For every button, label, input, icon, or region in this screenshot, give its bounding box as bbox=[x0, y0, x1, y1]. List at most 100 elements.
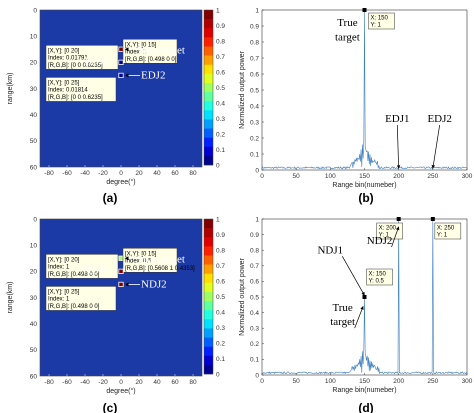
datatip-line: Index: 1 bbox=[48, 297, 70, 303]
line-panel-1: 0 50 100 150 200 250 300 0 0.1 0.2 0.3 0.4 0.5 0.6 0.7… bbox=[239, 7, 473, 189]
colorbar-segment bbox=[204, 37, 213, 47]
x-tick-label: -20 bbox=[98, 170, 108, 177]
panel-label: (c) bbox=[103, 401, 118, 413]
y-tick-label: 0 bbox=[33, 7, 37, 14]
datatip-line: Index: 0.5 bbox=[125, 259, 152, 265]
y-axis-label: Normalized output power bbox=[239, 257, 246, 335]
x-tick-label: 60 bbox=[171, 379, 179, 386]
target-point bbox=[118, 59, 124, 65]
datatip-line: [X,Y]: [0 20] bbox=[48, 48, 80, 54]
annotation-label: EDJ2 bbox=[427, 113, 451, 125]
x-tick-label: -80 bbox=[44, 379, 54, 386]
x-tick-label: 20 bbox=[135, 379, 143, 386]
colorbar-tick-label: 0.4 bbox=[216, 309, 225, 316]
datatip-line: Index: 0.01814 bbox=[48, 88, 88, 94]
colorbar-segment bbox=[204, 64, 213, 75]
colorbar-tick-label: 0.2 bbox=[216, 131, 225, 138]
x-tick-label: 250 bbox=[427, 173, 438, 180]
colorbar-segment bbox=[204, 291, 213, 302]
y-tick-label: 0.9 bbox=[250, 23, 259, 30]
datatip-line: Y: 0.5 bbox=[369, 278, 385, 284]
annotation-label: EDJ1 bbox=[385, 113, 409, 125]
datatip-line: Y: 1 bbox=[379, 232, 390, 238]
annotation-label: target bbox=[335, 31, 360, 43]
y-tick-label: 0.8 bbox=[250, 248, 259, 255]
y-tick-label: 50 bbox=[30, 347, 38, 354]
x-tick-label: 150 bbox=[359, 378, 370, 385]
heatmap-panel-2: -80 -60 -40 -20 0 20 40 60 800102030405060degree… bbox=[7, 216, 225, 395]
x-tick-label: 40 bbox=[153, 170, 161, 177]
colorbar-segment bbox=[204, 310, 213, 320]
y-tick-label: 0.3 bbox=[250, 119, 259, 126]
x-tick-label: 50 bbox=[293, 173, 301, 180]
x-tick-label: 80 bbox=[189, 379, 197, 386]
datatip-line: Y: 1 bbox=[371, 22, 382, 28]
x-tick-label: 50 bbox=[293, 378, 301, 385]
datatip-line: X: 150 bbox=[369, 272, 387, 278]
point-label: True target bbox=[137, 253, 185, 265]
y-tick-label: 1 bbox=[255, 7, 259, 14]
y-tick-label: 0.5 bbox=[250, 87, 259, 94]
colorbar-segment bbox=[204, 255, 213, 265]
y-tick-label: 0.2 bbox=[250, 135, 259, 142]
colorbar-segment bbox=[204, 364, 213, 375]
peak-marker bbox=[430, 217, 435, 221]
colorbar-segment bbox=[204, 264, 213, 275]
y-tick-label: 0.9 bbox=[250, 232, 259, 239]
y-axis-label: Normalized output power bbox=[239, 50, 246, 128]
datatip-line: X: 150 bbox=[371, 16, 389, 22]
y-tick-label: 20 bbox=[30, 269, 38, 276]
y-tick-label: 0.1 bbox=[250, 151, 259, 158]
colorbar-segment bbox=[204, 28, 213, 38]
datatip-line: [X,Y]: [0 25] bbox=[48, 80, 80, 86]
annotation-arrow bbox=[396, 124, 401, 169]
x-axis-label: degree(°) bbox=[106, 178, 135, 186]
annotation-label: NDJ2 bbox=[367, 235, 393, 247]
y-tick-label: 0 bbox=[33, 216, 37, 223]
colorbar-segment bbox=[204, 219, 213, 229]
datatip-line: Index: 0.01791 bbox=[48, 56, 88, 62]
target-point bbox=[118, 72, 124, 79]
colorbar-tick-label: 0.4 bbox=[216, 100, 225, 107]
x-tick-label: 300 bbox=[462, 378, 473, 385]
y-tick-label: 0 bbox=[255, 167, 259, 174]
colorbar-segment bbox=[204, 237, 213, 247]
y-tick-label: 0.3 bbox=[250, 326, 259, 333]
colorbar-segment bbox=[204, 55, 213, 66]
colorbar-tick-label: 0.8 bbox=[216, 38, 225, 45]
colorbar-tick-label: 0.7 bbox=[216, 263, 225, 270]
target-point bbox=[118, 268, 124, 274]
x-tick-label: 200 bbox=[393, 173, 404, 180]
x-tick-label: 150 bbox=[359, 173, 370, 180]
y-axis-label: range(km) bbox=[7, 73, 14, 105]
y-tick-label: 30 bbox=[30, 295, 38, 302]
x-tick-label: 80 bbox=[189, 170, 197, 177]
target-point bbox=[118, 255, 124, 261]
x-tick-label: -40 bbox=[80, 379, 90, 386]
x-tick-label: 200 bbox=[393, 378, 404, 385]
colorbar-segment bbox=[204, 19, 213, 29]
datatip-line: [R,G,B]: [0.498 0 0] bbox=[48, 272, 100, 278]
colorbar-tick-label: 0.9 bbox=[216, 23, 225, 30]
y-tick-label: 0.6 bbox=[250, 71, 259, 78]
x-axis-label: degree(°) bbox=[106, 387, 135, 395]
annotation-arrow bbox=[354, 306, 364, 329]
annotation-arrow bbox=[342, 256, 365, 296]
x-tick-label: 0 bbox=[119, 170, 123, 177]
colorbar-segment bbox=[204, 46, 213, 56]
colorbar-tick-label: 0.5 bbox=[216, 294, 225, 301]
point-label: EDJ1 bbox=[85, 55, 109, 67]
colorbar-segment bbox=[204, 128, 213, 138]
y-tick-label: 40 bbox=[30, 321, 38, 328]
y-tick-label: 0 bbox=[255, 372, 259, 379]
x-tick-label: -80 bbox=[44, 170, 54, 177]
colorbar-segment bbox=[204, 101, 213, 111]
colorbar-segment bbox=[204, 10, 213, 20]
y-tick-label: 10 bbox=[30, 33, 38, 40]
point-label: NDJ2 bbox=[141, 278, 167, 290]
y-tick-label: 0.7 bbox=[250, 263, 259, 270]
colorbar-tick-label: 0.7 bbox=[216, 54, 225, 61]
colorbar-tick-label: 0 bbox=[216, 371, 220, 378]
colorbar-segment bbox=[204, 92, 213, 102]
